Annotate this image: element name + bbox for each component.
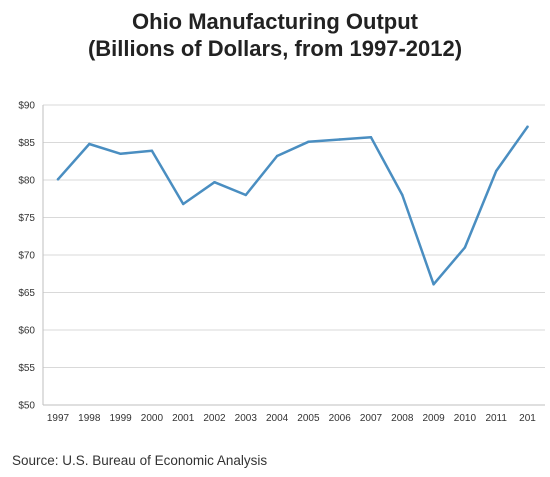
data-point <box>463 246 467 249</box>
y-tick-label: $55 <box>18 363 35 374</box>
data-point <box>307 140 310 143</box>
data-point <box>432 283 435 286</box>
x-tick-label: 1997 <box>47 413 70 424</box>
series-line <box>56 125 529 286</box>
x-tick-label: 2010 <box>454 413 477 424</box>
x-tick-label: 2007 <box>360 413 383 424</box>
data-point <box>119 152 122 155</box>
x-tick-label: 2001 <box>172 413 195 424</box>
x-tick-label: 1998 <box>78 413 101 424</box>
data-point <box>369 136 373 139</box>
x-tick-label: 2009 <box>422 413 445 424</box>
x-tick-label: 2006 <box>329 413 352 424</box>
y-tick-label: $90 <box>18 101 35 112</box>
data-point <box>275 154 279 158</box>
chart-title-line-1: Ohio Manufacturing Output <box>132 9 418 34</box>
y-tick-label: $85 <box>18 138 35 149</box>
y-tick-label: $75 <box>18 213 35 224</box>
x-tick-label: 2003 <box>235 413 258 424</box>
x-tick-label: 2008 <box>391 413 414 424</box>
chart-title: Ohio Manufacturing Output (Billions of D… <box>0 8 550 62</box>
chart-title-line-2: (Billions of Dollars, from 1997-2012) <box>87 36 463 61</box>
x-tick-label: 2011 <box>485 413 507 424</box>
x-tick-label: 2002 <box>203 413 226 424</box>
data-point <box>401 193 404 197</box>
x-tick-label: 201 <box>519 413 536 424</box>
data-point <box>526 125 529 128</box>
data-point <box>244 193 247 197</box>
x-tick-label: 2000 <box>141 413 164 424</box>
x-tick-label: 2004 <box>266 413 289 424</box>
data-point <box>56 178 60 181</box>
data-point <box>150 149 154 152</box>
y-tick-label: $70 <box>18 251 35 262</box>
data-point <box>88 142 91 146</box>
data-point <box>495 169 498 173</box>
x-tick-label: 1999 <box>109 413 132 424</box>
y-tick-label: $50 <box>18 401 35 412</box>
y-tick-label: $80 <box>18 176 35 187</box>
y-tick-label: $60 <box>18 326 35 337</box>
data-point <box>182 202 185 206</box>
y-tick-label: $65 <box>18 288 35 299</box>
data-point <box>213 181 216 184</box>
x-tick-label: 2005 <box>297 413 320 424</box>
data-point <box>338 138 341 141</box>
chart-source: Source: U.S. Bureau of Economic Analysis <box>12 453 268 468</box>
